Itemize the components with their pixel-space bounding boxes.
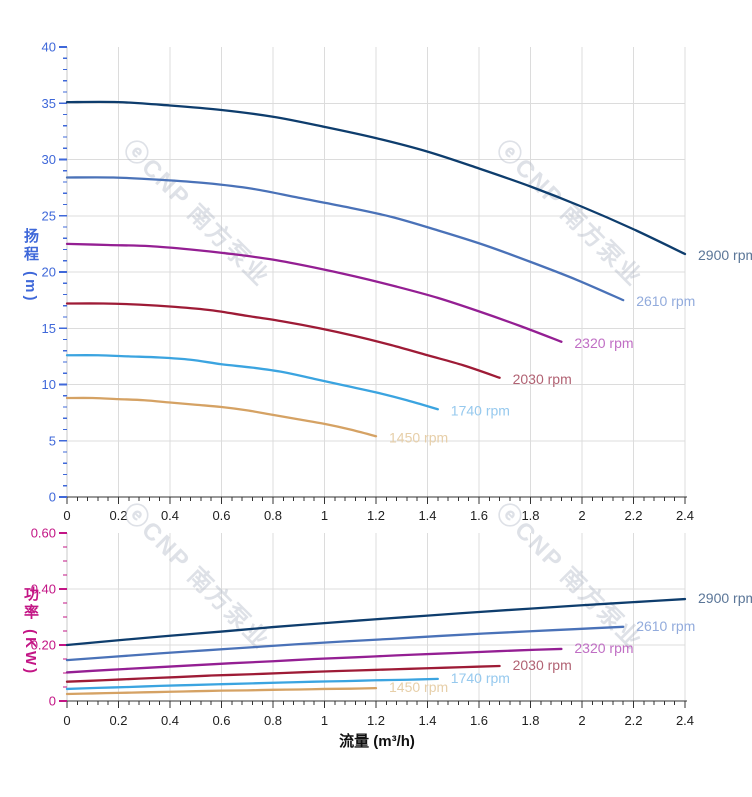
cnp-watermark: ⓔCNP 南方泵业 [118, 497, 276, 655]
x-tick-label: 0.6 [212, 508, 230, 523]
x-tick-label: 2.2 [624, 508, 642, 523]
x-tick-label: 0.2 [109, 713, 127, 728]
power-axis-title: 功率 (KW) [22, 586, 39, 677]
x-tick-label: 1.6 [470, 508, 488, 523]
power-label-2900rpm: 2900 rpm [698, 590, 752, 606]
power-curve-2030rpm [65, 664, 501, 683]
x-tick-label: 0.8 [264, 713, 282, 728]
power-curve-2610rpm [65, 625, 625, 662]
y-tick-label: 25 [42, 208, 56, 223]
power-curve-1740rpm [65, 677, 439, 691]
x-tick-label: 2 [578, 713, 585, 728]
power-label-2320rpm: 2320 rpm [574, 640, 633, 656]
x-tick-label: 2 [578, 508, 585, 523]
y-tick-label: 0.20 [31, 638, 56, 653]
x-tick-label: 0.4 [161, 713, 179, 728]
head-label-2900rpm: 2900 rpm [698, 247, 752, 263]
x-tick-label: 1.8 [521, 508, 539, 523]
power-chart: 0 0.2 0.4 0.6 0.8 1 1.2 1.4 1.6 1.8 2 2.2 2.400.200.… [31, 497, 752, 728]
y-tick-label: 5 [49, 433, 56, 448]
x-tick-label: 1.4 [418, 713, 436, 728]
y-tick-label: 40 [42, 40, 56, 55]
flow-axis-title: 流量 (m³/h) [339, 733, 415, 750]
head-curve-1740rpm [65, 354, 439, 411]
y-tick-label: 10 [42, 377, 56, 392]
power-label-2610rpm: 2610 rpm [636, 618, 695, 634]
power-curve-2320rpm [65, 647, 563, 674]
head-curve-2030rpm [65, 302, 501, 379]
power-label-1740rpm: 1740 rpm [451, 670, 510, 686]
y-tick-label: 20 [42, 265, 56, 280]
x-tick-label: 0.4 [161, 508, 179, 523]
power-curve-1450rpm [65, 686, 378, 696]
y-tick-label: 35 [42, 96, 56, 111]
head-curve-2320rpm [65, 242, 563, 343]
x-tick-label: 1 [321, 508, 328, 523]
x-tick-label: 0.2 [109, 508, 127, 523]
power-curve-2900rpm [65, 597, 687, 647]
cnp-watermark: ⓔCNP 南方泵业 [491, 134, 649, 292]
x-tick-label: 0 [63, 508, 70, 523]
head-curve-2610rpm [65, 176, 625, 302]
x-tick-label: 1 [321, 713, 328, 728]
head-label-1450rpm: 1450 rpm [389, 429, 448, 445]
power-label-1450rpm: 1450 rpm [389, 679, 448, 695]
head-label-2030rpm: 2030 rpm [513, 371, 572, 387]
cnp-watermark: ⓔCNP 南方泵业 [118, 134, 276, 292]
y-tick-label: 0 [49, 490, 56, 505]
x-tick-label: 0.8 [264, 508, 282, 523]
x-tick-label: 2.4 [676, 713, 694, 728]
x-tick-label: 1.2 [367, 713, 385, 728]
x-tick-label: 0.6 [212, 713, 230, 728]
head-curve-2900rpm [65, 100, 687, 256]
y-tick-label: 30 [42, 152, 56, 167]
y-tick-label: 15 [42, 321, 56, 336]
head-label-2320rpm: 2320 rpm [574, 335, 633, 351]
x-tick-label: 0 [63, 713, 70, 728]
y-tick-label: 0.40 [31, 582, 56, 597]
head-chart: 0 0.2 0.4 0.6 0.8 1 1.2 1.4 1.6 1.8 2 2.2 2.4 0 5 10 15 2… [42, 40, 752, 524]
head-label-2610rpm: 2610 rpm [636, 293, 695, 309]
y-tick-label: 0.60 [31, 526, 56, 541]
x-tick-label: 2.2 [624, 713, 642, 728]
y-tick-label: 0 [49, 694, 56, 709]
head-curve-1450rpm [65, 396, 378, 438]
head-label-1740rpm: 1740 rpm [451, 402, 510, 418]
x-tick-label: 1.4 [418, 508, 436, 523]
x-tick-label: 1.2 [367, 508, 385, 523]
x-tick-label: 1.6 [470, 713, 488, 728]
x-tick-label: 2.4 [676, 508, 694, 523]
x-tick-label: 1.8 [521, 713, 539, 728]
head-axis-title: 扬程 (m) [22, 228, 39, 304]
power-label-2030rpm: 2030 rpm [513, 657, 572, 673]
